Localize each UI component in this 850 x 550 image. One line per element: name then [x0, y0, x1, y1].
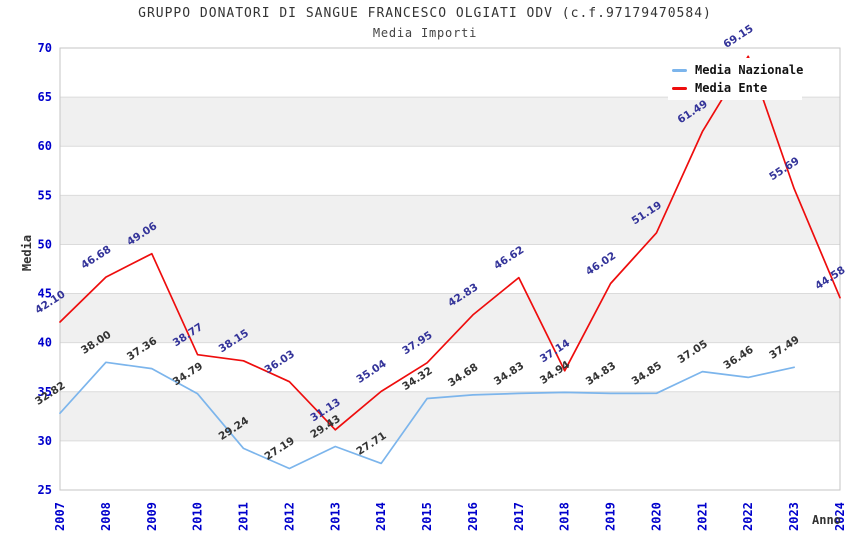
legend-label-media-nazionale: Media Nazionale [695, 63, 804, 77]
x-tick-label: 2007 [53, 502, 67, 531]
data-label: 36.03 [262, 348, 296, 376]
data-label: 34.79 [171, 360, 205, 388]
data-label: 36.46 [721, 344, 755, 372]
x-tick-label: 2022 [741, 502, 755, 531]
data-label: 34.68 [446, 361, 480, 389]
y-axis-title: Media [20, 234, 34, 272]
x-tick-label: 2013 [328, 502, 342, 531]
series-line-media-ente [59, 55, 841, 431]
x-tick-label: 2015 [420, 502, 434, 531]
x-tick-label: 2017 [512, 502, 526, 531]
chart-subtitle: Media Importi [372, 26, 478, 40]
x-tick-label: 2010 [191, 502, 205, 531]
grid-band [60, 195, 840, 245]
x-axis-title: Anno [812, 513, 841, 527]
grid-band [60, 293, 840, 343]
x-tick-label: 2020 [649, 502, 663, 531]
y-tick-label: 25 [38, 483, 52, 497]
x-tick-label: 2021 [695, 502, 709, 531]
y-tick-label: 55 [38, 188, 52, 202]
grid-band [60, 97, 840, 147]
legend-item-media-ente[interactable]: Media Ente [672, 81, 798, 95]
x-tick-label: 2024 [833, 502, 847, 531]
y-tick-label: 30 [38, 434, 52, 448]
x-tick-label: 2011 [237, 502, 251, 531]
x-tick-label: 2009 [145, 502, 159, 531]
data-label: 69.15 [721, 23, 755, 51]
x-tick-label: 2012 [282, 502, 296, 531]
chart-title: GRUPPO DONATORI DI SANGUE FRANCESCO OLGI… [138, 6, 712, 21]
data-label: 35.04 [354, 358, 388, 386]
x-tick-label: 2023 [787, 502, 801, 531]
data-label: 34.83 [492, 360, 526, 388]
y-tick-label: 40 [38, 336, 52, 350]
x-tick-label: 2008 [99, 502, 113, 531]
x-tick-label: 2016 [466, 502, 480, 531]
x-tick-label: 2014 [374, 502, 388, 531]
data-label: 34.83 [584, 360, 618, 388]
series-line-media-nazionale [59, 361, 795, 470]
data-label: 44.58 [813, 264, 847, 292]
legend: Media Nazionale Media Ente [668, 58, 803, 100]
y-tick-label: 70 [38, 41, 52, 55]
data-label: 46.02 [584, 250, 618, 278]
plot-frame [59, 47, 841, 491]
legend-marker-media-nazionale [672, 68, 687, 72]
data-label: 34.85 [630, 360, 664, 388]
y-tick-label: 35 [38, 385, 52, 399]
x-tick-label: 2018 [558, 502, 572, 531]
y-tick-label: 60 [38, 139, 52, 153]
legend-label-media-ente: Media Ente [695, 81, 768, 95]
data-label: 46.62 [492, 244, 526, 272]
y-tick-label: 65 [38, 90, 52, 104]
grid-band [60, 391, 840, 441]
legend-marker-media-ente [672, 86, 687, 90]
x-tick-label: 2019 [604, 502, 618, 531]
y-tick-label: 50 [38, 237, 52, 251]
legend-item-media-nazionale[interactable]: Media Nazionale [672, 63, 803, 77]
data-label: 46.68 [79, 243, 113, 271]
y-tick-label: 45 [38, 287, 52, 301]
